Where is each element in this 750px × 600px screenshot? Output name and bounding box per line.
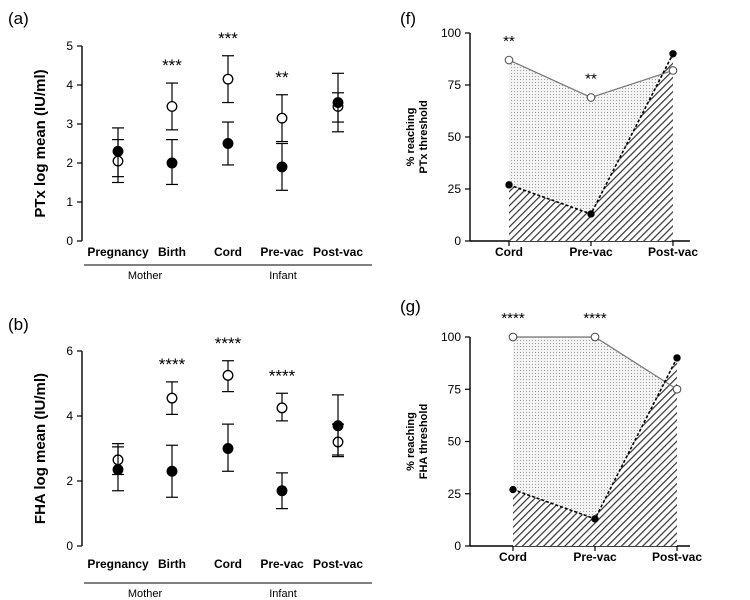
hatched-area	[513, 357, 677, 546]
panel-g: (g) 0 25 50 75 100 % reachingFHA threshold Cord…	[400, 297, 702, 564]
open-data-point	[508, 332, 518, 342]
y-axis-label: FHA log mean (IU/ml)	[32, 373, 49, 524]
x-tick-label: Pre-vac	[260, 245, 304, 259]
y-tick-label: 25	[448, 182, 462, 196]
significance-stars: ****	[159, 355, 186, 374]
group-label: Infant	[269, 588, 297, 600]
group-label: Mother	[128, 588, 163, 600]
y-tick-label: 50	[448, 435, 462, 449]
panel-label: (g)	[400, 297, 421, 316]
x-tick-label: Pre-vac	[569, 245, 613, 259]
x-tick-label: Post-vac	[313, 245, 363, 259]
x-tick-label: Pregnancy	[87, 245, 149, 259]
y-axis-label: PTx log mean (IU/ml)	[32, 69, 49, 217]
y-tick-label: 2	[66, 474, 73, 488]
significance-stars: ***	[218, 29, 238, 48]
filled-data-point	[166, 157, 178, 169]
significance-stars: ****	[269, 366, 296, 385]
y-axis-label-line: % reaching	[405, 108, 417, 167]
panel-b: (b) 0 2 4 6 FHA log mean (IU/ml) Pregnancy Birt…	[8, 315, 372, 600]
y-tick-label: 100	[441, 26, 461, 40]
y-tick-label: 2	[66, 156, 73, 170]
significance-stars: ***	[162, 56, 182, 75]
open-data-point	[276, 112, 288, 124]
filled-data-point	[673, 354, 681, 362]
dotted-area	[509, 53, 673, 214]
x-tick-label: Cord	[499, 550, 527, 564]
panel-label: (a)	[8, 9, 29, 28]
panel-a: (a) 0 1 2 3 4 5 PTx log mean (IU/ml) Pregnancy Bi…	[8, 9, 372, 282]
filled-data-point	[591, 515, 599, 523]
significance-stars: ****	[501, 310, 525, 327]
filled-data-point	[332, 97, 344, 109]
filled-data-point	[587, 210, 595, 218]
filled-data-point	[332, 420, 344, 432]
y-tick-label: 50	[448, 130, 462, 144]
panel-label: (f)	[400, 9, 416, 28]
open-data-point	[166, 100, 178, 112]
x-tick-label: Pre-vac	[573, 550, 617, 564]
significance-stars: **	[585, 70, 597, 87]
panel-label: (b)	[8, 315, 29, 334]
x-tick-label: Cord	[495, 245, 523, 259]
x-tick-label: Cord	[214, 557, 242, 571]
filled-data-point	[276, 161, 288, 173]
open-data-point	[672, 384, 682, 394]
open-data-point	[166, 392, 178, 404]
x-tick-label: Cord	[214, 245, 242, 259]
x-tick-label: Post-vac	[648, 245, 698, 259]
y-tick-label: 75	[448, 78, 462, 92]
dotted-area	[513, 337, 677, 519]
y-tick-label: 4	[66, 409, 73, 423]
y-tick-label: 1	[66, 195, 73, 209]
significance-stars: ****	[215, 334, 242, 353]
open-data-point	[222, 73, 234, 85]
x-tick-label: Post-vac	[313, 557, 363, 571]
group-label: Infant	[269, 270, 297, 282]
hatched-area	[509, 53, 673, 241]
filled-data-point	[222, 138, 234, 149]
y-tick-label: 75	[448, 382, 462, 396]
y-tick-label: 100	[441, 330, 461, 344]
filled-data-point	[669, 50, 677, 58]
y-axis-label-line: % reaching	[405, 412, 417, 471]
open-data-point	[668, 66, 678, 75]
x-tick-label: Birth	[158, 245, 186, 259]
y-tick-label: 0	[454, 234, 461, 248]
filled-data-point	[505, 181, 513, 189]
y-axis-label: % reachingFHA threshold	[405, 404, 430, 479]
open-data-point	[586, 93, 596, 102]
y-axis-label: % reachingPTx threshold	[405, 100, 430, 173]
y-tick-label: 5	[66, 39, 73, 53]
open-data-point	[276, 402, 288, 414]
y-tick-label: 0	[66, 234, 73, 248]
y-tick-label: 3	[66, 117, 73, 131]
open-data-point	[222, 369, 234, 381]
significance-stars: **	[275, 68, 289, 87]
filled-data-point	[112, 464, 124, 476]
group-label: Mother	[128, 270, 163, 282]
filled-data-point	[276, 485, 288, 497]
x-tick-label: Post-vac	[652, 550, 702, 564]
x-tick-label: Pre-vac	[260, 557, 304, 571]
significance-stars: **	[503, 33, 515, 50]
y-tick-label: 25	[448, 487, 462, 501]
filled-data-point	[112, 145, 124, 157]
y-axis-label-line: FHA threshold	[418, 404, 430, 479]
significance-stars: ****	[583, 310, 607, 327]
y-axis-label-line: PTx threshold	[418, 100, 430, 173]
y-tick-label: 0	[454, 539, 461, 553]
filled-data-point	[509, 485, 517, 494]
filled-data-point	[222, 443, 234, 454]
y-tick-label: 6	[66, 344, 73, 358]
x-tick-label: Birth	[158, 557, 186, 571]
y-tick-label: 4	[66, 78, 73, 92]
x-tick-label: Pregnancy	[87, 557, 149, 571]
open-data-point	[590, 332, 600, 342]
y-tick-label: 0	[66, 539, 73, 553]
filled-data-point	[166, 465, 178, 477]
panel-f: (f) 0 25 50 75 100 % reachingPTx threshold Cord…	[400, 9, 698, 259]
open-data-point	[504, 55, 514, 65]
